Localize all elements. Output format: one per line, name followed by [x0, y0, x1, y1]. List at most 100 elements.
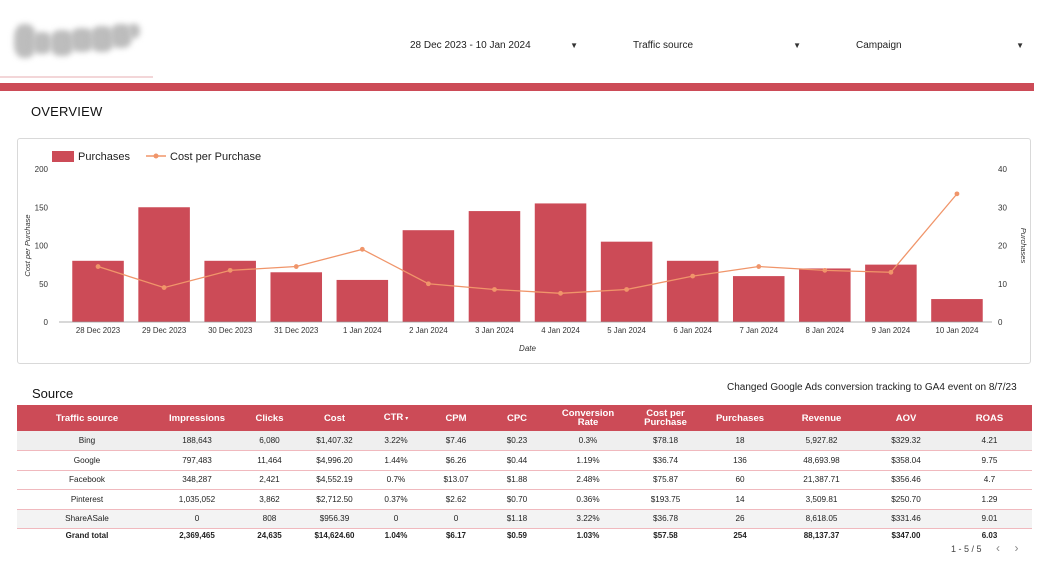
- table-cell: $331.46: [865, 509, 947, 529]
- table-row[interactable]: Pinterest 1,035,052 3,862 $2,712.50 0.37% $2.…: [17, 489, 1032, 510]
- table-cell: 3,862: [237, 489, 302, 510]
- table-cell: $2,712.50: [302, 489, 367, 510]
- table-cell: Google: [17, 450, 157, 471]
- table-row[interactable]: Google 797,483 11,464 $4,996.20 1.44% $6.26 $0…: [17, 450, 1032, 471]
- y-tick-label-left: 100: [35, 242, 49, 251]
- y-tick-label-right: 30: [998, 203, 1007, 212]
- x-tick-label: 6 Jan 2024: [673, 326, 712, 335]
- point-cost-per-purchase: [359, 246, 365, 252]
- y-tick-label-right: 10: [998, 280, 1007, 289]
- column-header[interactable]: Traffic source: [17, 405, 157, 431]
- table-cell: $1.18: [487, 509, 547, 529]
- date-range-filter[interactable]: 28 Dec 2023 - 10 Jan 2024 ▼: [410, 40, 578, 58]
- column-header[interactable]: Impressions: [157, 405, 237, 431]
- point-cost-per-purchase: [822, 267, 828, 273]
- campaign-filter[interactable]: Campaign ▼: [856, 40, 1024, 58]
- bar-purchases: [534, 203, 587, 322]
- table-cell: 348,287: [157, 470, 237, 490]
- table-cell: 188,643: [157, 431, 237, 451]
- table-cell: 1,035,052: [157, 489, 237, 510]
- table-cell: $1,407.32: [302, 431, 367, 451]
- table-cell: 1.19%: [547, 450, 629, 471]
- column-header[interactable]: Revenue: [778, 405, 865, 431]
- column-header[interactable]: Conversion Rate: [547, 405, 629, 431]
- chevron-right-icon[interactable]: ›: [1014, 541, 1019, 555]
- total-cell: 254: [733, 531, 747, 541]
- column-header-label: CPC: [506, 412, 528, 424]
- table-row[interactable]: ShareASale 0 808 $956.39 0 0 $1.18 3.22% $36.78 2…: [17, 509, 1032, 529]
- table-cell: 26: [702, 509, 778, 529]
- point-cost-per-purchase: [227, 267, 233, 273]
- grand-total-row: Grand total 2,369,465 24,635 $14,624.60 1.04…: [17, 529, 1032, 543]
- caret-down-icon: ▼: [793, 41, 801, 50]
- table-cell: 60: [702, 470, 778, 490]
- x-tick-label: 29 Dec 2023: [142, 326, 186, 335]
- table-cell: $36.74: [629, 450, 702, 471]
- logo-underline: [0, 76, 153, 78]
- point-cost-per-purchase: [161, 285, 167, 290]
- bar-purchases: [138, 207, 190, 322]
- y-tick-label-right: 40: [998, 165, 1007, 174]
- table-cell: $6.26: [425, 450, 487, 471]
- bar-purchases: [270, 272, 323, 322]
- header-accent-bar: [0, 83, 1034, 91]
- bar-purchases: [732, 276, 785, 322]
- total-cell: 1.04%: [384, 531, 408, 541]
- x-axis-label: Date: [519, 344, 536, 353]
- column-header-label: Impressions: [169, 412, 225, 424]
- table-cell: $7.46: [425, 431, 487, 451]
- table-cell: $250.70: [865, 489, 947, 510]
- table-cell: 9.75: [947, 450, 1032, 471]
- column-header-label: ROAS: [975, 412, 1004, 424]
- table-cell: 4.21: [947, 431, 1032, 451]
- table-cell: 0.7%: [367, 470, 425, 490]
- column-header[interactable]: ROAS: [947, 405, 1032, 431]
- pagination-range: 1 - 5 / 5: [951, 544, 982, 554]
- legend-swatch-purchases: [52, 151, 74, 162]
- column-header[interactable]: Cost per Purchase: [629, 405, 702, 431]
- point-cost-per-purchase: [690, 273, 696, 279]
- caret-down-icon: ▼: [1016, 41, 1024, 50]
- column-header-label: Purchases: [715, 412, 765, 424]
- x-tick-label: 9 Jan 2024: [872, 326, 911, 335]
- sort-desc-icon[interactable]: ▾: [405, 415, 409, 422]
- table-cell: 8,618.05: [778, 509, 865, 529]
- table-cell: 0.37%: [367, 489, 425, 510]
- x-tick-label: 30 Dec 2023: [208, 326, 252, 335]
- table-cell: $36.78: [629, 509, 702, 529]
- table-cell: Pinterest: [17, 489, 157, 510]
- legend-label: Purchases: [78, 151, 130, 163]
- y-tick-label-right: 0: [998, 318, 1003, 327]
- column-header[interactable]: Cost: [302, 405, 367, 431]
- y-tick-label-right: 20: [998, 242, 1007, 251]
- chevron-left-icon[interactable]: ‹: [996, 541, 1001, 555]
- table-row[interactable]: Facebook 348,287 2,421 $4,552.19 0.7% $13.07 $…: [17, 470, 1032, 490]
- y-tick-label-left: 50: [39, 280, 48, 289]
- table-cell: $0.23: [487, 431, 547, 451]
- point-cost-per-purchase: [624, 287, 630, 292]
- column-header[interactable]: AOV: [865, 405, 947, 431]
- table-cell: 3,509.81: [778, 489, 865, 510]
- table-cell: $2.62: [425, 489, 487, 510]
- table-cell: ShareASale: [17, 509, 157, 529]
- column-header[interactable]: CPM: [425, 405, 487, 431]
- table-cell: 797,483: [157, 450, 237, 471]
- table-cell: Facebook: [17, 470, 157, 490]
- chart-svg: Purchases Cost per Purchase 0 50 100 150 200 0 1…: [23, 151, 1028, 353]
- table-cell: 5,927.82: [778, 431, 865, 451]
- y-tick-label-left: 150: [35, 203, 49, 212]
- source-title: Source: [32, 386, 74, 401]
- bar-purchases: [931, 299, 983, 322]
- table-cell: 3.22%: [367, 431, 425, 451]
- table-cell: $75.87: [629, 470, 702, 490]
- x-tick-label: 2 Jan 2024: [409, 326, 448, 335]
- table-cell: 11,464: [237, 450, 302, 471]
- traffic-source-filter[interactable]: Traffic source ▼: [633, 40, 801, 58]
- legend-marker-cost: [153, 153, 159, 159]
- table-header-row: Traffic source Impressions Clicks Cost CTR ▾ C…: [17, 405, 1032, 431]
- column-header[interactable]: CTR ▾: [367, 405, 425, 431]
- column-header[interactable]: Purchases: [702, 405, 778, 431]
- table-row[interactable]: Bing 188,643 6,080 $1,407.32 3.22% $7.46 $0.23…: [17, 431, 1032, 451]
- column-header[interactable]: CPC: [487, 405, 547, 431]
- column-header[interactable]: Clicks: [237, 405, 302, 431]
